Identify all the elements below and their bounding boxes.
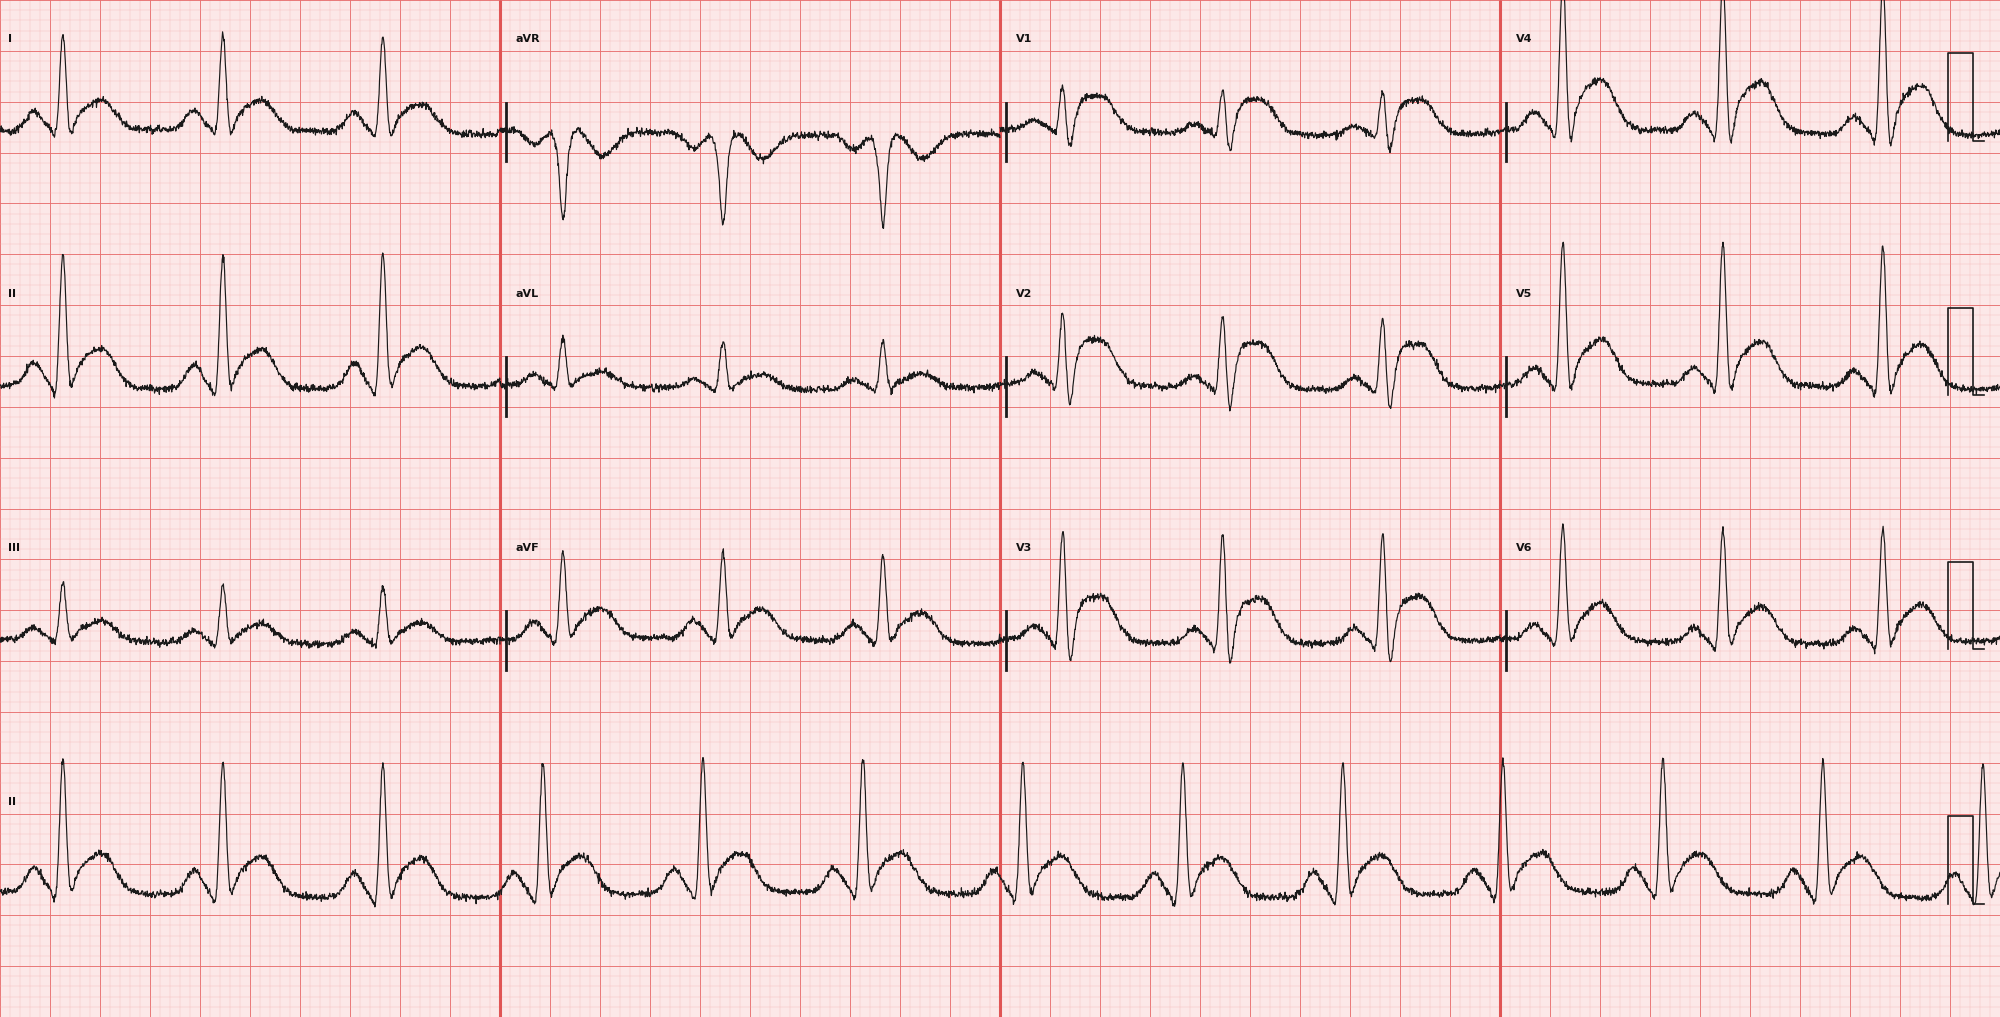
Text: III: III bbox=[8, 543, 20, 553]
Text: I: I bbox=[8, 35, 12, 45]
Text: aVF: aVF bbox=[516, 543, 540, 553]
Text: V5: V5 bbox=[1516, 289, 1532, 299]
Text: aVR: aVR bbox=[516, 35, 540, 45]
Text: V6: V6 bbox=[1516, 543, 1532, 553]
Text: V4: V4 bbox=[1516, 35, 1532, 45]
Text: V2: V2 bbox=[1016, 289, 1032, 299]
Text: II: II bbox=[8, 289, 16, 299]
Text: II: II bbox=[8, 797, 16, 807]
Text: V1: V1 bbox=[1016, 35, 1032, 45]
Text: aVL: aVL bbox=[516, 289, 540, 299]
Text: V3: V3 bbox=[1016, 543, 1032, 553]
